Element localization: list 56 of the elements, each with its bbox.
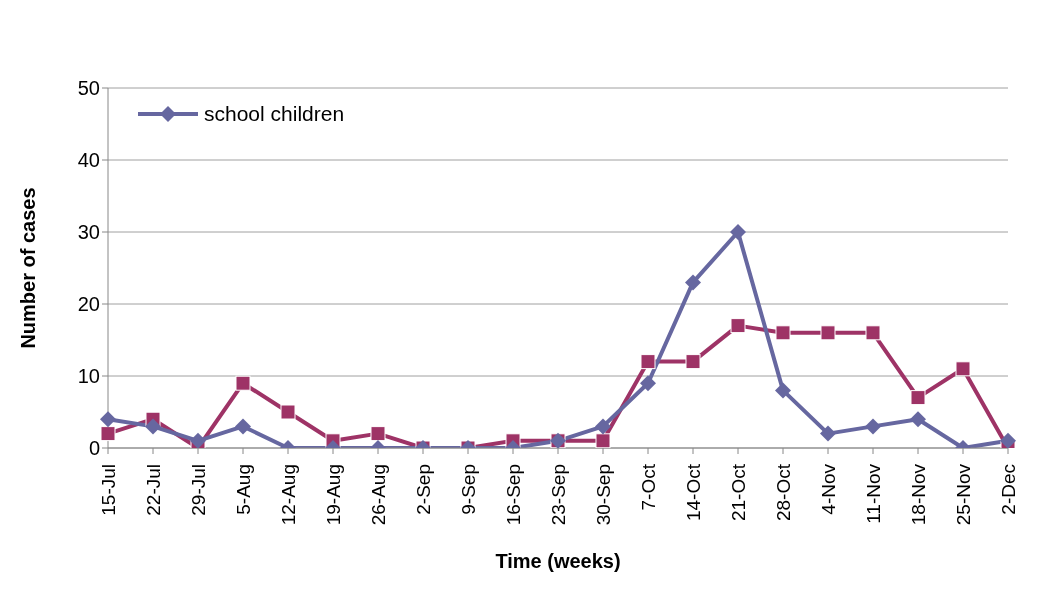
x-tick-label: 15-Jul [97,464,119,516]
x-tick-label: 9-Sep [457,464,479,515]
point [235,418,251,435]
point [235,375,251,391]
x-tick-label: 28-Oct [772,463,794,522]
x-axis-title: Time (weeks) [495,550,621,572]
x-tick-label: 22-Jul [142,464,164,516]
point [595,418,611,435]
legend-label: school children [204,102,345,126]
point [955,361,971,377]
point [145,418,161,435]
point [775,382,791,399]
point [370,426,386,442]
point [100,426,116,442]
point [820,325,836,341]
point [190,432,206,448]
point [640,375,656,392]
x-tick-label: 25-Nov [952,463,974,526]
point [730,318,746,334]
point [910,411,926,428]
point [100,411,116,428]
point [730,224,746,240]
point [775,325,791,341]
x-tick-label: 19-Aug [322,464,344,526]
y-tick-label: 10 [77,365,100,388]
x-tick-label: 12-Aug [277,464,299,526]
x-tick-label: 23-Sep [547,464,569,526]
y-tick-label: 30 [77,221,100,244]
x-tick-label: 14-Oct [682,463,704,522]
x-tick-label: 2-Sep [412,464,434,515]
point [820,425,836,442]
point [640,354,656,370]
point [280,404,296,420]
y-axis-title: Number of cases [17,187,40,349]
x-tick-label: 18-Nov [907,463,929,526]
y-tick-label: 40 [77,149,100,172]
x-tick-label: 26-Aug [367,464,389,526]
point [910,390,926,406]
x-tick-label: 4-Nov [817,463,839,515]
x-tick-label: 7-Oct [637,463,659,511]
x-tick-label: 16-Sep [502,464,524,526]
y-tick-label: 0 [88,437,100,460]
point [595,433,611,448]
x-tick-label: 30-Sep [592,464,614,526]
x-tick-label: 29-Jul [187,464,209,516]
x-tick-label: 21-Oct [727,463,749,522]
x-tick-label: 5-Aug [232,464,254,515]
y-tick-label: 50 [77,77,100,100]
x-tick-label: 11-Nov [862,463,884,524]
point [1000,432,1016,448]
y-tick-label: 20 [77,293,100,316]
point [865,418,881,435]
point [865,325,881,341]
point [685,274,701,291]
point [685,354,701,370]
x-tick-label: 2-Dec [997,464,1019,515]
